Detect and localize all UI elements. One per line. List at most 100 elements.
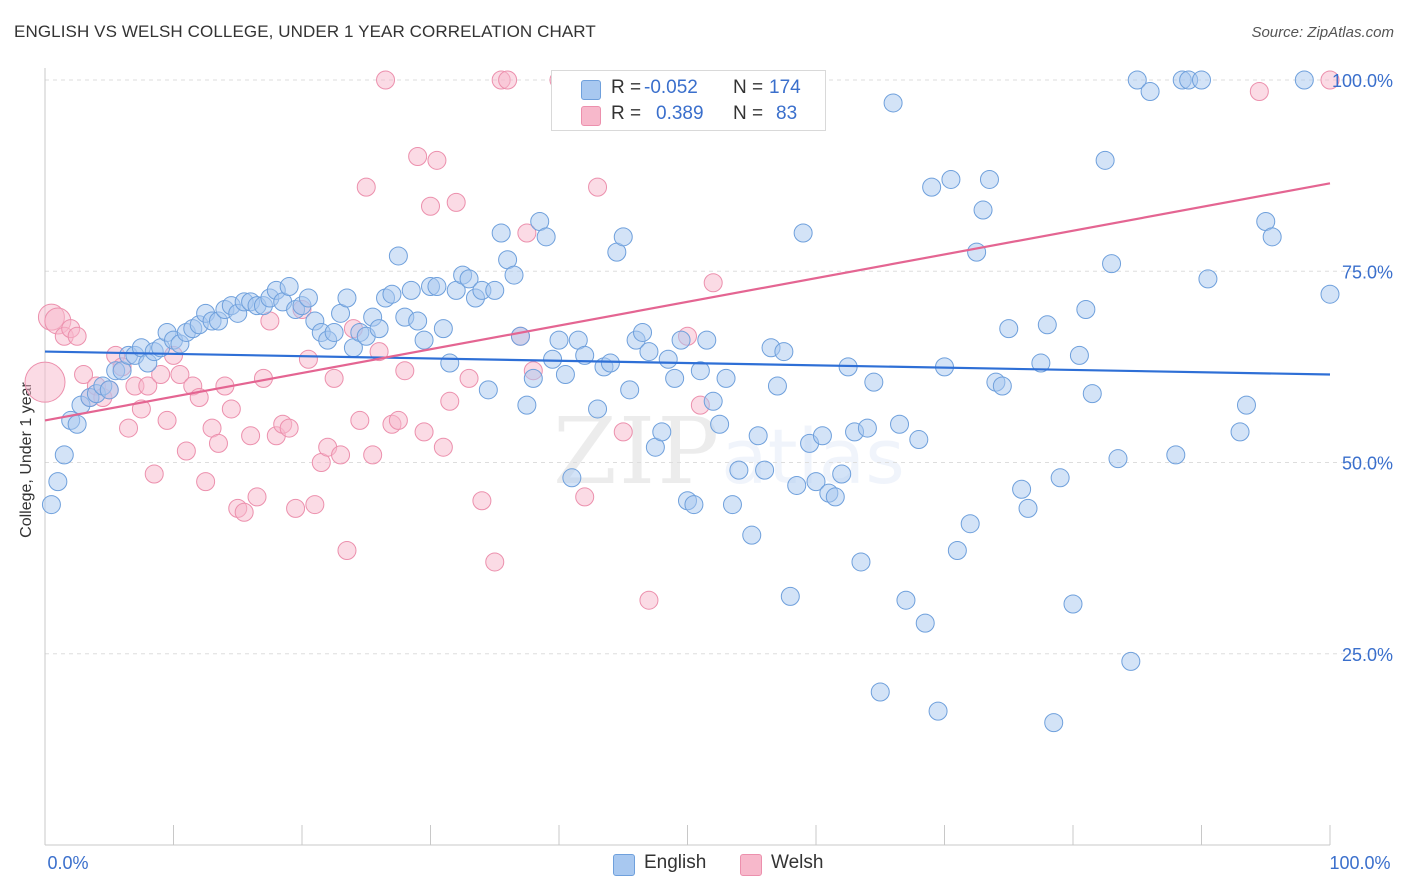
english-series [41,70,1340,733]
welsh-point [369,342,389,362]
tick-labels: 25.0% 50.0% 75.0% 100.0% 0.0% 100.0% [47,71,1393,873]
welsh-point [119,418,139,438]
english-point [812,426,832,446]
english-r-value: -0.052 [644,77,698,98]
english-point [658,349,678,369]
welsh-point [639,590,659,610]
english-swatch [581,80,601,100]
english-n-value: 174 [769,77,801,98]
english-point [504,265,524,285]
english-point [793,223,813,243]
y-tick-label: 50.0% [1342,454,1393,474]
welsh-point [363,445,383,465]
english-point [388,246,408,266]
welsh-point [208,433,228,453]
welsh-point [575,487,595,507]
english-point [1262,227,1282,247]
welsh-point [67,326,87,346]
legend-welsh-swatch [740,854,762,876]
welsh-series [24,70,1340,610]
english-point [408,311,428,331]
english-trend-line [44,350,1331,376]
welsh-point [221,399,241,419]
english-point [459,269,479,289]
welsh-point [170,365,190,385]
english-point [941,169,961,189]
english-point [806,472,826,492]
english-point [639,342,659,362]
english-point [1140,81,1160,101]
watermark-zip: ZIP [553,398,722,505]
welsh-n-label: N = [733,103,764,124]
welsh-point [421,196,440,216]
english-point [510,326,530,346]
english-point [716,368,736,388]
welsh-point [176,441,196,461]
welsh-point [144,464,164,484]
english-point [729,460,749,480]
stats-row-english: R = -0.052 N = 174 [552,76,825,102]
english-point [1198,269,1218,289]
english-point [549,330,569,350]
english-point [54,445,74,465]
welsh-point [241,426,261,446]
english-point [1320,284,1340,304]
welsh-point [279,418,299,438]
welsh-point [414,422,434,442]
english-point [967,242,987,262]
english-point [1102,254,1122,274]
english-point [633,322,653,342]
english-point [1108,449,1128,469]
chart-title: ENGLISH VS WELSH COLLEGE, UNDER 1 YEAR C… [14,22,596,41]
welsh-point [298,349,318,369]
english-point [825,487,845,507]
english-point [915,613,935,633]
english-point [697,330,717,350]
welsh-point [234,502,254,522]
english-point [382,284,402,304]
english-point [832,464,852,484]
y-tick-label: 75.0% [1342,262,1393,282]
welsh-point [196,472,216,492]
axes [44,68,1331,846]
english-point [1063,594,1083,614]
english-point [620,380,640,400]
y-tick-label: 100.0% [1332,71,1393,91]
english-point [665,368,685,388]
welsh-point [286,498,306,518]
english-point [703,391,723,411]
english-point [517,395,537,415]
welsh-point [427,150,447,170]
chart-source: Source: ZipAtlas.com [1251,24,1394,41]
english-point [864,372,884,392]
english-point [909,430,929,450]
english-point [613,227,633,247]
english-point [523,368,543,388]
english-point [1018,498,1038,518]
english-point [652,422,672,442]
welsh-point [446,192,466,212]
english-point [1230,422,1250,442]
english-point [588,399,608,419]
english-point [1076,300,1096,319]
welsh-r-label: R = [611,103,642,124]
english-point [562,468,582,488]
english-point [575,345,595,365]
english-point [1127,70,1147,90]
stats-row-welsh: R = 0.389 N = 83 [552,102,825,128]
english-point [427,277,447,297]
welsh-point [433,437,453,457]
x-tick-label: 100.0% [1329,853,1390,873]
english-point [543,349,563,369]
welsh-point [324,368,344,388]
english-point [440,353,460,373]
english-point [755,460,775,480]
welsh-point [408,147,428,166]
english-point [41,495,61,515]
welsh-swatch [581,106,601,126]
welsh-point [138,376,158,396]
welsh-point [157,410,177,430]
english-point [1121,651,1141,671]
english-point [896,590,916,610]
english-point [401,280,421,300]
